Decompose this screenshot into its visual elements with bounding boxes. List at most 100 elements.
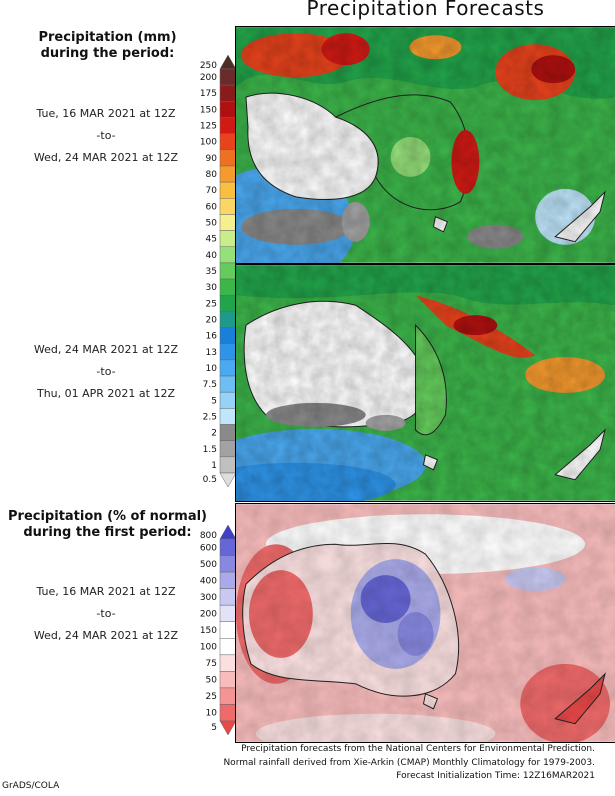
precip-scale-tick-label: 20 xyxy=(206,315,218,325)
pct-scale-tick-label: 10 xyxy=(206,709,218,719)
precip-scale-swatch xyxy=(219,343,237,361)
precip-scale-swatch xyxy=(219,230,237,248)
precip-scale-swatch xyxy=(219,54,237,70)
precip-legend-title: Precipitation (mm) during the period: xyxy=(0,30,215,62)
forecast-map-period2 xyxy=(235,264,615,502)
precip-scale-swatch xyxy=(219,133,237,151)
pct-scale-tick-label: 200 xyxy=(200,609,217,619)
pct-scale-tick-label: 400 xyxy=(200,576,217,586)
precip-scale-swatch xyxy=(219,440,237,458)
pct-legend-title: Precipitation (% of normal) during the f… xyxy=(0,509,215,541)
precip-scale-swatch xyxy=(219,246,237,264)
precip-scale-tick-label: 45 xyxy=(206,235,217,245)
precip-scale-tick-label: 5 xyxy=(211,396,217,406)
precip-scale-tick-label: 70 xyxy=(206,186,218,196)
pct-scale-tick-label: 25 xyxy=(206,692,217,702)
precip-scale-tick-label: 60 xyxy=(206,202,218,212)
period3-start: Tue, 16 MAR 2021 at 12Z xyxy=(36,585,176,598)
pct-scale-tick-label: 600 xyxy=(200,543,217,553)
precip-scale-tick-label: 30 xyxy=(206,283,218,293)
pct-scale-swatch xyxy=(219,704,237,722)
pct-scale-swatch xyxy=(219,638,237,656)
pct-scale-swatch xyxy=(219,524,237,540)
pct-legend-title-line2: during the first period: xyxy=(23,525,192,540)
precip-scale-tick-label: 0.5 xyxy=(203,475,217,485)
page-title: Precipitation Forecasts xyxy=(306,0,545,20)
period3-label: Tue, 16 MAR 2021 at 12Z -to- Wed, 24 MAR… xyxy=(0,581,212,647)
precip-scale-swatch xyxy=(219,101,237,118)
precip-scale-swatch xyxy=(219,165,237,183)
pct-colorbar: 800 600 500 400 300 200 150 100 75 50 25 10 5 xyxy=(180,524,240,736)
precip-legend-title-line2: during the period: xyxy=(40,46,175,61)
precip-colorbar-svg: 2502001751501251009080706050454035302520… xyxy=(200,54,237,488)
precip-scale-tick-label: 50 xyxy=(206,219,218,229)
period3-sep: -to- xyxy=(96,607,116,620)
pct-scale-tick-label: 100 xyxy=(200,643,217,653)
pct-scale-tick-label: 50 xyxy=(206,676,218,686)
precip-scale-tick-label: 1.5 xyxy=(203,445,217,455)
precip-scale-swatch xyxy=(219,181,237,199)
pct-scale-swatch xyxy=(219,588,237,606)
precip-scale-tick-label: 200 xyxy=(200,73,217,83)
precip-scale-swatch xyxy=(219,327,237,344)
precip-scale-tick-label: 2.5 xyxy=(203,412,217,422)
precip-scale-swatch xyxy=(219,198,237,215)
precip-scale-tick-label: 125 xyxy=(200,122,217,132)
precip-legend-title-line1: Precipitation (mm) xyxy=(38,30,177,45)
precip-scale-tick-label: 1 xyxy=(211,461,217,471)
precip-scale-tick-label: 7.5 xyxy=(203,380,217,390)
forecast-map-period1-svg xyxy=(236,27,615,263)
pct-scale-swatch xyxy=(219,621,237,639)
pct-scale-swatch xyxy=(219,671,237,689)
footer-line2: Normal rainfall derived from Xie-Arkin (… xyxy=(223,757,595,768)
precip-scale-swatch xyxy=(219,375,237,393)
precip-scale-swatch xyxy=(219,68,237,86)
pct-scale-swatch xyxy=(219,654,237,672)
footer-line3: Forecast Initialization Time: 12Z16MAR20… xyxy=(396,771,595,781)
precip-scale-tick-label: 100 xyxy=(200,138,217,148)
period2-end: Thu, 01 APR 2021 at 12Z xyxy=(36,387,176,400)
pct-scale-tick-label: 150 xyxy=(200,626,217,636)
pct-normal-map xyxy=(235,503,615,743)
pct-scale-tick-label: 5 xyxy=(211,723,217,733)
pct-scale-swatch xyxy=(219,555,237,573)
precip-scale-tick-label: 80 xyxy=(206,170,218,180)
precip-scale-tick-label: 16 xyxy=(206,332,218,342)
precip-scale-swatch xyxy=(219,262,237,280)
pct-scale-tick-label: 500 xyxy=(200,560,217,570)
period3-end: Wed, 24 MAR 2021 at 12Z xyxy=(33,629,179,642)
pct-legend-title-line1: Precipitation (% of normal) xyxy=(8,509,207,524)
pct-scale-swatch xyxy=(219,687,237,705)
pct-scale-tick-label: 800 xyxy=(200,531,217,541)
credit-label: GrADS/COLA xyxy=(2,781,60,791)
pct-scale-tick-label: 300 xyxy=(200,593,217,603)
precip-scale-tick-label: 175 xyxy=(200,89,217,99)
pct-colorbar-svg: 800 600 500 400 300 200 150 100 75 50 25 10 5 xyxy=(200,524,237,736)
precip-scale-tick-label: 90 xyxy=(206,154,218,164)
precip-scale-swatch xyxy=(219,214,237,231)
precip-scale-tick-label: 150 xyxy=(200,105,217,115)
precip-scale-swatch xyxy=(219,456,237,474)
pct-scale-tick-label: 75 xyxy=(206,659,217,669)
pct-normal-map-svg xyxy=(236,504,615,742)
precip-scale-tick-label: 35 xyxy=(206,267,217,277)
precip-scale-tick-label: 250 xyxy=(200,61,217,71)
period1-label: Tue, 16 MAR 2021 at 12Z -to- Wed, 24 MAR… xyxy=(0,103,212,169)
precip-scale-swatch xyxy=(219,149,237,167)
period1-end: Wed, 24 MAR 2021 at 12Z xyxy=(33,151,179,164)
precip-scale-swatch xyxy=(219,84,237,102)
period1-start: Tue, 16 MAR 2021 at 12Z xyxy=(36,107,176,120)
pct-scale-swatch xyxy=(219,720,237,736)
precip-scale-swatch xyxy=(219,408,237,425)
forecast-map-period2-svg xyxy=(236,265,615,501)
pct-scale-swatch xyxy=(219,538,237,556)
precip-scale-swatch xyxy=(219,472,237,488)
period2-label: Wed, 24 MAR 2021 at 12Z -to- Thu, 01 APR… xyxy=(0,339,212,405)
footer-line1: Precipitation forecasts from the Nationa… xyxy=(241,744,595,754)
precip-scale-tick-label: 40 xyxy=(206,251,218,261)
pct-scale-swatch xyxy=(219,604,237,622)
precip-scale-tick-label: 2 xyxy=(211,429,217,439)
precip-scale-swatch xyxy=(219,294,237,312)
period2-start: Wed, 24 MAR 2021 at 12Z xyxy=(33,343,179,356)
precip-scale-tick-label: 25 xyxy=(206,299,217,309)
